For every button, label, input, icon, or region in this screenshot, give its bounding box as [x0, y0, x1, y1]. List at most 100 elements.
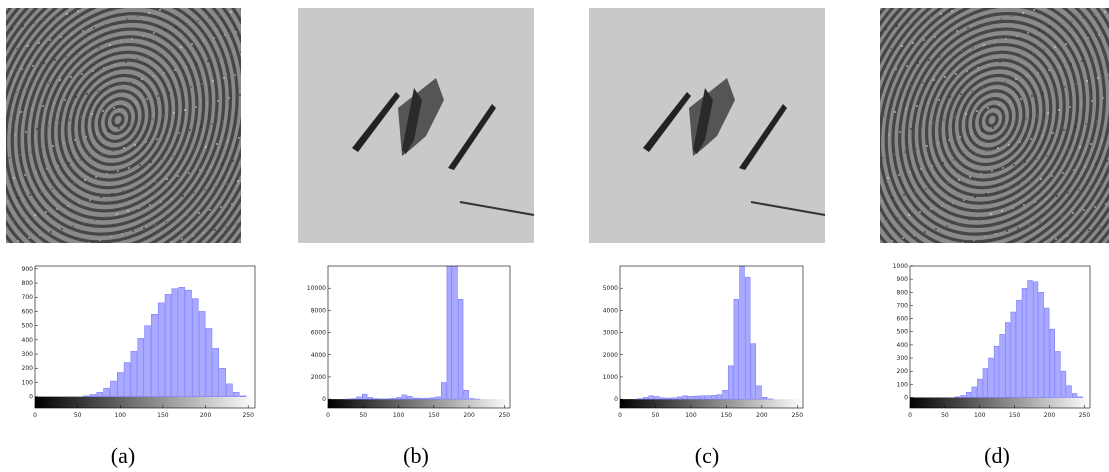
- noise: [88, 242, 90, 243]
- noise: [222, 120, 224, 122]
- noise: [1075, 83, 1077, 85]
- y-tick-label: 100: [897, 381, 909, 388]
- noise: [37, 85, 39, 87]
- noise: [924, 231, 926, 233]
- noise: [35, 171, 37, 173]
- bar: [710, 395, 717, 400]
- noise: [211, 123, 213, 125]
- noise: [131, 38, 133, 40]
- noise: [926, 145, 928, 147]
- noise: [229, 54, 231, 56]
- noise: [129, 124, 131, 126]
- noise: [187, 215, 189, 217]
- noise: [971, 90, 973, 92]
- x-tick-label: 150: [1009, 412, 1021, 419]
- noise: [215, 186, 217, 188]
- noise: [89, 199, 91, 201]
- noise: [156, 138, 158, 140]
- noise: [36, 128, 38, 130]
- noise: [38, 42, 40, 44]
- noise: [1086, 80, 1088, 82]
- noise: [910, 128, 912, 130]
- noise: [914, 191, 916, 193]
- noise: [1076, 40, 1078, 42]
- noise: [108, 87, 110, 89]
- noise: [58, 122, 60, 124]
- noise: [1077, 232, 1079, 234]
- noise: [973, 239, 975, 241]
- noise: [126, 18, 128, 20]
- noise: [951, 10, 953, 12]
- bar: [1049, 328, 1055, 398]
- noise: [10, 71, 12, 73]
- noise: [23, 217, 25, 219]
- x-tick-label: 50: [652, 412, 660, 419]
- noise: [240, 51, 241, 53]
- noise: [15, 91, 17, 93]
- noise: [989, 21, 991, 23]
- noise: [1016, 35, 1018, 37]
- noise: [931, 165, 933, 167]
- noise: [1045, 198, 1047, 200]
- noise: [196, 63, 198, 65]
- noise: [115, 21, 117, 23]
- noise: [199, 169, 201, 171]
- noise: [26, 88, 28, 90]
- noise: [71, 33, 73, 35]
- noise: [46, 168, 48, 170]
- noise: [1059, 66, 1061, 68]
- noise: [1044, 241, 1046, 243]
- caption: (c): [695, 443, 719, 468]
- bar: [1055, 351, 1061, 398]
- bar: [178, 287, 185, 397]
- bar: [226, 383, 233, 397]
- x-tick-label: 250: [242, 412, 254, 419]
- noise: [74, 139, 76, 141]
- bar: [750, 343, 757, 400]
- noise: [1074, 126, 1076, 128]
- noise: [1069, 106, 1071, 108]
- noise: [132, 230, 134, 232]
- noise: [1000, 18, 1002, 20]
- bar: [457, 299, 464, 400]
- noise: [6, 8, 8, 10]
- noise: [134, 144, 136, 146]
- noise: [85, 136, 87, 138]
- noise: [908, 214, 910, 216]
- noise: [147, 55, 149, 57]
- noise: [977, 67, 979, 69]
- noise: [1042, 92, 1044, 94]
- y-tick-label: 200: [22, 365, 34, 372]
- noise: [62, 185, 64, 187]
- noise: [142, 35, 144, 37]
- noise: [47, 125, 49, 127]
- noise: [1094, 206, 1096, 208]
- noise: [1048, 69, 1050, 71]
- noise: [163, 72, 165, 74]
- noise: [190, 86, 192, 88]
- noise: [1012, 207, 1014, 209]
- ridge: [898, 11, 1086, 229]
- noise: [139, 164, 141, 166]
- noise: [191, 43, 193, 45]
- noise: [946, 225, 948, 227]
- noise: [203, 232, 205, 234]
- noise: [1052, 132, 1054, 134]
- noise: [235, 31, 237, 33]
- noise: [1085, 123, 1087, 125]
- bar: [988, 357, 994, 398]
- noise: [70, 76, 72, 78]
- y-tick-label: 0: [904, 394, 908, 401]
- noise: [1092, 57, 1094, 59]
- bar: [671, 397, 677, 400]
- colorbar: [620, 399, 803, 408]
- plane: [693, 88, 713, 154]
- noise: [151, 118, 153, 120]
- ridge: [10, 8, 226, 243]
- noise: [16, 48, 18, 50]
- bar: [164, 294, 172, 397]
- noise: [1100, 183, 1102, 185]
- noise: [25, 131, 27, 133]
- noise: [985, 193, 987, 195]
- noise: [1103, 54, 1105, 56]
